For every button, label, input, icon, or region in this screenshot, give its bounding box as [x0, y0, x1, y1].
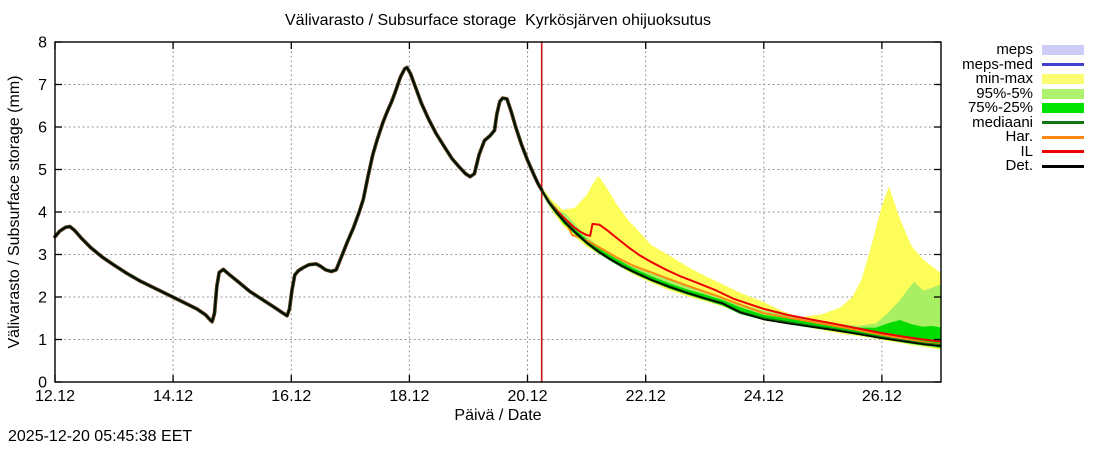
series-det- — [541, 189, 942, 348]
x-tick-label: 24.12 — [744, 388, 784, 405]
y-tick-label: 1 — [38, 332, 47, 349]
y-tick-label: 8 — [38, 35, 47, 52]
x-tick-label: 26.12 — [862, 388, 902, 405]
legend-item-label: min-max — [975, 70, 1033, 87]
legend-item-label: IL — [1020, 142, 1033, 160]
y-tick-label: 0 — [38, 375, 47, 392]
legend-item-det-: Det. — [962, 157, 1084, 174]
legend-item-har-: Har. — [962, 128, 1084, 145]
legend-item-label: meps-med — [962, 55, 1033, 73]
legend-swatch-band — [1042, 45, 1084, 56]
legend-item-min-max: min-max — [962, 70, 1084, 87]
legend-swatch-line — [1042, 121, 1084, 125]
legend-swatch-band — [1042, 103, 1084, 114]
band-75-25- — [541, 189, 941, 348]
timestamp: 2025-12-20 05:45:38 EET — [8, 428, 193, 445]
legend-item-il: IL — [962, 142, 1084, 160]
x-tick-label: 16.12 — [271, 388, 311, 405]
legend-item-label: meps — [996, 41, 1033, 58]
series-il — [540, 189, 942, 343]
y-tick-label: 3 — [38, 247, 47, 264]
series-har- — [540, 189, 942, 346]
legend-item-95-5-: 95%-5% — [962, 84, 1084, 102]
y-tick-label: 7 — [38, 77, 47, 94]
x-tick-label: 22.12 — [626, 388, 666, 405]
legend-item-label: Det. — [1005, 157, 1033, 174]
history-line — [54, 66, 543, 323]
legend-item-75-25-: 75%-25% — [962, 99, 1084, 116]
y-tick-label: 6 — [38, 120, 47, 137]
legend-item-label: 75%-25% — [967, 99, 1033, 116]
legend-swatch-line — [1042, 150, 1084, 154]
legend-swatch-line — [1042, 164, 1084, 168]
legend-swatch-line — [1042, 63, 1084, 67]
history-line — [53, 66, 544, 324]
history-line — [53, 65, 544, 324]
y-tick-label: 5 — [38, 162, 47, 179]
y-tick-label: 4 — [38, 205, 47, 222]
x-tick-label: 12.12 — [35, 388, 75, 405]
legend-item-label: 95%-5% — [976, 84, 1033, 102]
legend-item-label: mediaani — [972, 113, 1033, 131]
x-tick-label: 14.12 — [153, 388, 193, 405]
legend: meps meps-med min-max 95%-5% 75%-25% mediaani… — [962, 41, 1084, 174]
chart-title: Välivarasto / Subsurface storage Kyrkösj… — [285, 12, 711, 29]
legend-item-meps-med: meps-med — [962, 55, 1084, 73]
y-tick-label: 2 — [38, 290, 47, 307]
legend-item-label: Har. — [1005, 128, 1033, 145]
legend-swatch-band — [1042, 74, 1084, 85]
legend-item-meps: meps — [962, 41, 1084, 58]
x-tick-label: 20.12 — [507, 388, 547, 405]
x-tick-label: 18.12 — [389, 388, 429, 405]
legend-swatch-line — [1042, 135, 1084, 139]
legend-swatch-band — [1042, 88, 1084, 99]
x-axis-label: Päivä / Date — [454, 407, 542, 424]
legend-item-mediaani: mediaani — [962, 113, 1084, 131]
